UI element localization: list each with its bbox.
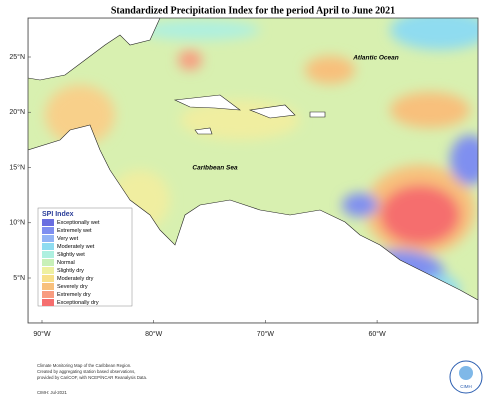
footer-line: Created by aggregating station based obs… (37, 369, 135, 374)
legend: SPI Index Exceptionally wet Extremely wet… (37, 207, 133, 307)
lat-tick-label: 5°N (13, 274, 25, 282)
map-title: Standardized Precipitation Index for the… (111, 5, 395, 16)
footer-line: Climate Monitoring Map of the Caribbean … (37, 363, 131, 368)
legend-swatch (42, 251, 54, 258)
legend-swatch (42, 227, 54, 234)
lon-tick-label: 80°W (145, 330, 163, 338)
legend-swatch (42, 291, 54, 298)
legend-label: Extremely dry (57, 292, 91, 298)
logo-text: CIMH (460, 384, 472, 389)
legend-swatch (42, 243, 54, 250)
legend-label: Moderately dry (57, 276, 94, 282)
sea-label: Atlantic Ocean (352, 55, 399, 62)
logo-globe (459, 366, 473, 380)
legend-label: Exceptionally wet (57, 220, 100, 226)
legend-label: Very wet (57, 236, 79, 242)
legend-swatch (42, 259, 54, 266)
lat-tick-label: 10°N (9, 219, 25, 227)
sea-label: Caribbean Sea (192, 165, 238, 172)
legend-title: SPI Index (42, 211, 74, 218)
footer-line: provided by CariCOF, with NCEP/NCAR Rean… (37, 375, 147, 380)
legend-label: Exceptionally dry (57, 300, 99, 306)
lon-tick-label: 90°W (33, 330, 51, 338)
legend-label: Slightly wet (57, 252, 85, 258)
legend-label: Moderately wet (57, 244, 95, 250)
footer-line: CIMH: Jul-2021 (37, 390, 67, 395)
legend-label: Normal (57, 260, 75, 266)
legend-label: Slightly dry (57, 268, 84, 274)
legend-swatch (42, 235, 54, 242)
lat-tick-label: 20°N (9, 108, 25, 116)
lat-tick-label: 15°N (9, 163, 25, 171)
map-frame (27, 17, 479, 324)
legend-swatch (42, 299, 54, 306)
legend-label: Severely dry (57, 284, 88, 290)
legend-swatch (42, 267, 54, 274)
legend-label: Extremely wet (57, 228, 92, 234)
lat-tick-label: 25°N (9, 53, 25, 61)
legend-swatch (42, 275, 54, 282)
legend-swatch (42, 283, 54, 290)
lon-tick-label: 70°W (257, 330, 275, 338)
lon-tick-label: 60°W (368, 330, 386, 338)
legend-swatch (42, 219, 54, 226)
